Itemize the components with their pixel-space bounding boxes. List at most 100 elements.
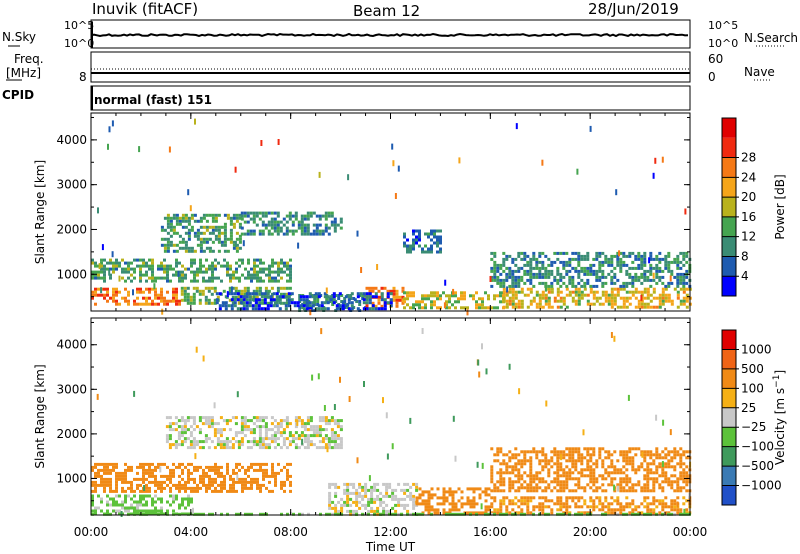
heatmap-cell bbox=[556, 450, 560, 454]
heatmap-cell bbox=[264, 214, 268, 218]
heatmap-cell bbox=[362, 298, 366, 302]
heatmap-cell bbox=[262, 279, 265, 283]
heatmap-cell bbox=[142, 261, 145, 265]
heatmap-cell bbox=[279, 419, 283, 423]
heatmap-cell bbox=[598, 254, 602, 258]
heatmap-cell bbox=[297, 416, 301, 420]
heatmap-cell bbox=[508, 489, 512, 493]
heatmap-cell bbox=[544, 453, 548, 457]
heatmap-fleck bbox=[347, 174, 350, 181]
heatmap-cell bbox=[658, 483, 662, 487]
heatmap-cell bbox=[592, 462, 596, 466]
heatmap-cell bbox=[395, 295, 399, 299]
heatmap-cell bbox=[97, 462, 100, 466]
heatmap-cell bbox=[391, 494, 395, 498]
heatmap-cell bbox=[508, 302, 512, 306]
heatmap-cell bbox=[300, 226, 304, 230]
heatmap-cell bbox=[386, 301, 390, 305]
heatmap-cell bbox=[412, 291, 415, 295]
heatmap-cell bbox=[115, 483, 118, 487]
colorbar-swatch bbox=[722, 349, 736, 369]
heatmap-cell bbox=[240, 440, 244, 444]
heatmap-cell bbox=[139, 509, 142, 513]
heatmap-cell bbox=[622, 305, 626, 309]
heatmap-cell bbox=[430, 300, 433, 304]
heatmap-cell bbox=[646, 468, 650, 472]
heatmap-cell bbox=[193, 249, 197, 253]
heatmap-cell bbox=[103, 270, 106, 274]
heatmap-cell bbox=[112, 261, 115, 265]
heatmap-cell bbox=[547, 459, 551, 463]
heatmap-cell bbox=[183, 422, 187, 426]
heatmap-cell bbox=[535, 486, 539, 490]
heatmap-cell bbox=[646, 462, 650, 466]
heatmap-cell bbox=[592, 269, 596, 273]
heatmap-cell bbox=[499, 468, 503, 472]
heatmap-cell bbox=[505, 257, 509, 261]
heatmap-cell bbox=[226, 216, 230, 220]
heatmap-cell bbox=[598, 486, 602, 490]
heatmap-cell bbox=[130, 480, 133, 484]
heatmap-cell bbox=[526, 254, 530, 258]
heatmap-cell bbox=[190, 228, 194, 232]
heatmap-cell bbox=[220, 474, 223, 478]
heatmap-cell bbox=[94, 465, 97, 469]
heatmap-cell bbox=[274, 483, 277, 487]
heatmap-fleck bbox=[669, 275, 672, 282]
heatmap-cell bbox=[226, 249, 230, 253]
heatmap-cell bbox=[289, 270, 292, 274]
heatmap-cell bbox=[199, 249, 203, 253]
heatmap-cell bbox=[445, 303, 448, 307]
heatmap-cell bbox=[451, 499, 455, 503]
heatmap-cell bbox=[139, 264, 142, 268]
heatmap-cell bbox=[541, 489, 545, 493]
heatmap-cell bbox=[514, 496, 518, 500]
heatmap-cell bbox=[124, 477, 127, 481]
heatmap-cell bbox=[649, 477, 653, 481]
heatmap-cell bbox=[496, 269, 500, 273]
heatmap-cell bbox=[379, 500, 383, 504]
heatmap-cell bbox=[535, 474, 539, 478]
heatmap-cell bbox=[421, 297, 424, 301]
heatmap-cell bbox=[565, 287, 569, 291]
heatmap-cell bbox=[517, 511, 521, 515]
heatmap-cell bbox=[276, 437, 280, 441]
heatmap-cell bbox=[187, 477, 190, 481]
heatmap-cell bbox=[484, 512, 487, 516]
heatmap-cell bbox=[231, 286, 235, 290]
heatmap-cell bbox=[208, 477, 211, 481]
heatmap-cell bbox=[661, 287, 665, 291]
heatmap-cell bbox=[565, 465, 569, 469]
heatmap-cell bbox=[436, 238, 439, 242]
heatmap-cell bbox=[241, 465, 244, 469]
heatmap-cell bbox=[493, 275, 497, 279]
heatmap-cell bbox=[544, 266, 548, 270]
heatmap-cell bbox=[267, 428, 271, 432]
colorbar-swatch bbox=[722, 368, 736, 389]
heatmap-cell bbox=[640, 266, 644, 270]
heatmap-cell bbox=[469, 505, 473, 509]
heatmap-cell bbox=[511, 260, 515, 264]
heatmap-cell bbox=[334, 491, 338, 495]
heatmap-cell bbox=[499, 291, 502, 295]
heatmap-cell bbox=[163, 462, 166, 466]
heatmap-cell bbox=[442, 493, 446, 497]
heatmap-cell bbox=[499, 505, 503, 509]
heatmap-cell bbox=[100, 267, 103, 271]
heatmap-cell bbox=[415, 488, 419, 492]
heatmap-cell bbox=[255, 286, 259, 290]
heatmap-cell bbox=[559, 486, 563, 490]
heatmap-cell bbox=[580, 257, 584, 261]
colorbar-label: Power [dB] bbox=[773, 174, 787, 239]
heatmap-cell bbox=[229, 216, 233, 220]
heatmap-cell bbox=[610, 254, 614, 258]
heatmap-cell bbox=[643, 459, 647, 463]
heatmap-cell bbox=[586, 269, 590, 273]
heatmap-cell bbox=[250, 279, 253, 283]
heatmap-cell bbox=[169, 503, 172, 507]
heatmap-cell bbox=[267, 229, 271, 233]
heatmap-cell bbox=[541, 480, 545, 484]
heatmap-cell bbox=[412, 294, 415, 298]
heatmap-cell bbox=[136, 506, 139, 510]
heatmap-cell bbox=[245, 304, 249, 308]
